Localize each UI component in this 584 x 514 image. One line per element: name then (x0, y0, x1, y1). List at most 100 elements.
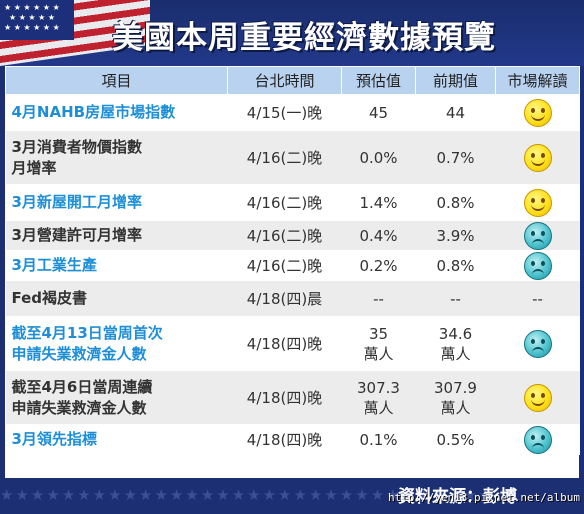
previous-value: 萬人 (440, 398, 471, 417)
previous-value: 3.9% (436, 226, 475, 245)
table-row: 3月新屋開工月增率 4/16(二)晚 1.4% 0.8% (5, 184, 580, 221)
previous-cell: 34.6 萬人 (415, 316, 496, 371)
estimate-value: 35 (368, 324, 389, 343)
item-cell: 截至4月6日當周連續 申請失業救濟金人數 (5, 370, 228, 425)
table-row: 3月工業生產 4/16(二)晚 0.2% 0.8% (5, 250, 580, 281)
previous-cell: 0.5% (415, 424, 496, 455)
item-cell: 截至4月13日當周首次 申請失業救濟金人數 (5, 316, 228, 371)
item-label: 3月領先指標 (11, 430, 97, 449)
banner: ★ ★ ★ ★ ★ ★ ★ ★ ★ ★ ★ ★ ★ ★ ★ ★ ★ 美國本周重要… (0, 0, 584, 66)
item-label: 截至4月13日當周首次 (11, 323, 163, 342)
item-cell: 3月新屋開工月增率 (5, 184, 228, 221)
smiley-face-icon (523, 383, 552, 412)
page-title: 美國本周重要經濟數據預覽 (112, 20, 496, 56)
time-cell: 4/16(二)晚 (227, 250, 342, 281)
estimate-value: 0.1% (359, 430, 398, 449)
source-note: 資料來源：彭博 (398, 487, 517, 507)
estimate-cell: 307.3 萬人 (341, 370, 416, 425)
smiley-face-icon (523, 98, 552, 127)
item-cell: 3月消費者物價指數 月增率 (5, 130, 228, 185)
column-header-previous: 前期值 (415, 66, 496, 95)
time-cell: 4/18(四)晚 (227, 316, 342, 371)
sad-face-icon (523, 329, 552, 358)
item-cell: 3月領先指標 (5, 424, 228, 455)
estimate-cell: 0.4% (341, 220, 416, 251)
item-cell: 3月營建許可月增率 (5, 220, 228, 251)
reading-cell (495, 130, 580, 185)
sad-face-icon (523, 425, 552, 454)
estimate-value: 萬人 (363, 398, 394, 417)
previous-cell: 0.8% (415, 250, 496, 281)
estimate-value: 萬人 (363, 344, 394, 363)
item-label: 月增率 (11, 158, 57, 177)
reading-cell: -- (495, 280, 580, 317)
item-label: 3月新屋開工月增率 (11, 193, 142, 211)
previous-value: 44 (445, 103, 466, 122)
estimate-cell: 0.0% (341, 130, 416, 185)
previous-value: 307.9 (434, 378, 477, 397)
item-label: 截至4月6日當周連續 (11, 377, 153, 396)
table-row: 3月消費者物價指數 月增率 4/16(二)晚 0.0% 0.7% (5, 130, 580, 185)
sad-face-icon (523, 251, 552, 280)
reading-cell (495, 370, 580, 425)
item-label: 4月NAHB房屋市場指數 (11, 103, 176, 121)
reading-cell (495, 94, 580, 131)
smiley-face-icon (523, 143, 552, 172)
previous-value: -- (450, 289, 461, 308)
us-flag-icon: ★ ★ ★ ★ ★ ★ ★ ★ ★ ★ ★ ★ ★ ★ ★ ★ ★ (0, 0, 150, 66)
time-cell: 4/18(四)晚 (227, 424, 342, 455)
previous-value: 0.7% (436, 148, 475, 167)
column-header-reading: 市場解讀 (495, 66, 580, 95)
reading-cell (495, 424, 580, 455)
reading-cell (495, 184, 580, 221)
estimate-cell: 35 萬人 (341, 316, 416, 371)
sad-face-icon (523, 221, 552, 250)
table-row: 3月營建許可月增率 4/16(二)晚 0.4% 3.9% (5, 220, 580, 251)
previous-cell: 3.9% (415, 220, 496, 251)
item-cell: 4月NAHB房屋市場指數 (5, 94, 228, 131)
time-cell: 4/16(二)晚 (227, 220, 342, 251)
item-cell: 3月工業生產 (5, 250, 228, 281)
estimate-cell: -- (341, 280, 416, 317)
column-header-estimate: 預估值 (341, 66, 416, 95)
column-header-time: 台北時間 (227, 66, 342, 95)
previous-cell: 307.9 萬人 (415, 370, 496, 425)
estimate-value: 0.4% (359, 226, 398, 245)
previous-value: 0.8% (436, 256, 475, 275)
table-row: 截至4月6日當周連續 申請失業救濟金人數 4/18(四)晚 307.3 萬人 307.9 萬… (5, 370, 580, 425)
smiley-face-icon (523, 188, 552, 217)
estimate-value: 45 (368, 103, 389, 122)
table-row: Fed褐皮書 4/18(四)晨 -- -- -- (5, 280, 580, 317)
item-label: 申請失業救濟金人數 (11, 398, 147, 417)
table-row: 截至4月13日當周首次 申請失業救濟金人數 4/18(四)晚 35 萬人 34.6 萬人 (5, 316, 580, 371)
estimate-value: -- (373, 289, 384, 308)
estimate-value: 0.0% (359, 148, 398, 167)
time-cell: 4/16(二)晚 (227, 130, 342, 185)
watermark-url: http://yen13.pixnet.net/album (387, 491, 580, 504)
table-header-row: 項目 台北時間 預估值 前期值 市場解讀 (5, 66, 580, 95)
previous-cell: 44 (415, 94, 496, 131)
reading-cell (495, 250, 580, 281)
item-label: 3月營建許可月增率 (11, 226, 142, 244)
time-cell: 4/18(四)晨 (227, 280, 342, 317)
item-label: 申請失業救濟金人數 (11, 344, 147, 363)
previous-value: 0.8% (436, 193, 475, 212)
item-label: 3月工業生產 (11, 256, 97, 274)
estimate-cell: 45 (341, 94, 416, 131)
previous-cell: -- (415, 280, 496, 317)
footer: ★★★★★★★★★★★★★★★★★★★★★★★★★★★★★★★★ 資料來源：彭博 (0, 478, 584, 514)
estimate-value: 0.2% (359, 256, 398, 275)
estimate-value: 1.4% (359, 193, 398, 212)
previous-cell: 0.8% (415, 184, 496, 221)
estimate-cell: 1.4% (341, 184, 416, 221)
item-label: 3月消費者物價指數 (11, 137, 142, 156)
time-cell: 4/18(四)晚 (227, 370, 342, 425)
data-table: 項目 台北時間 預估值 前期值 市場解讀 4月NAHB房屋市場指數 4/15(一)… (5, 66, 580, 478)
item-label: Fed褐皮書 (11, 289, 88, 307)
previous-value: 萬人 (440, 344, 471, 363)
column-header-item: 項目 (5, 66, 228, 95)
star-border-decoration: ★★★★★★★★★★★★★★★★★★★★★★★★★★★★★★★★ (0, 486, 495, 504)
reading-cell (495, 220, 580, 251)
estimate-value: 307.3 (357, 378, 400, 397)
previous-cell: 0.7% (415, 130, 496, 185)
